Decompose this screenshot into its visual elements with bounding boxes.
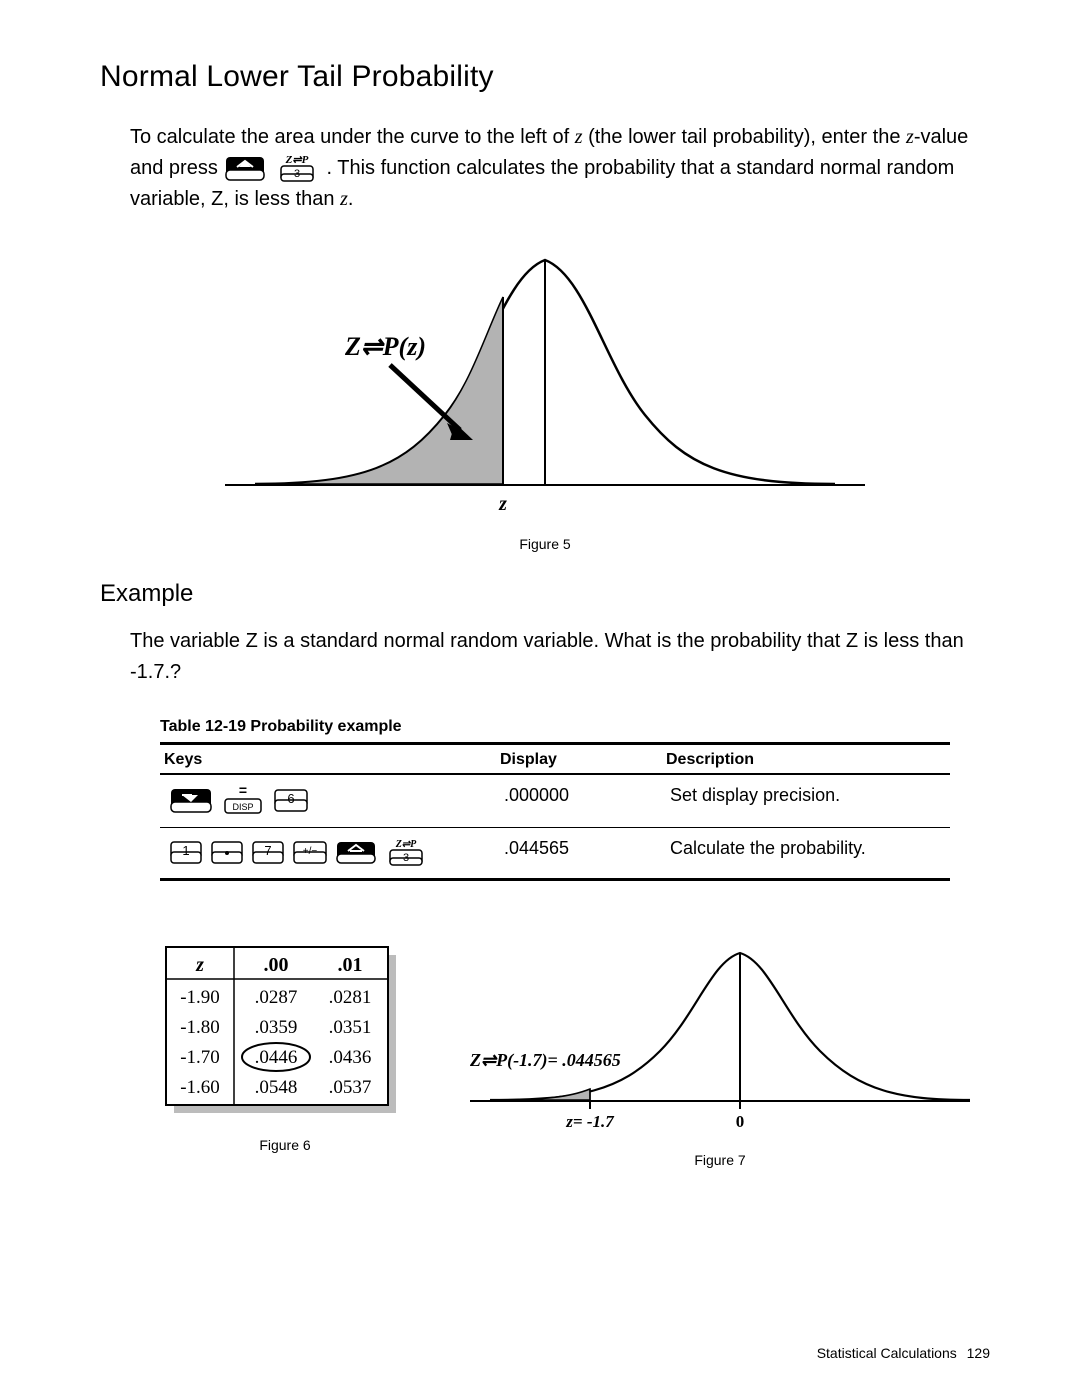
svg-text:.0287: .0287 bbox=[255, 987, 298, 1008]
display-cell-2: .044565 bbox=[496, 828, 662, 880]
col-keys: Keys bbox=[160, 744, 496, 775]
desc-cell-2: Calculate the probability. bbox=[662, 828, 950, 880]
svg-text:3: 3 bbox=[294, 168, 300, 180]
figure-5: z Z⇌P(z) Figure 5 bbox=[100, 235, 990, 552]
example-heading: Example bbox=[100, 580, 990, 608]
z-axis-label: z bbox=[498, 493, 507, 515]
page-title: Normal Lower Tail Probability bbox=[100, 60, 990, 94]
example-text: The variable Z is a standard normal rand… bbox=[130, 626, 990, 688]
num-dot-key-icon bbox=[211, 841, 243, 865]
svg-text:.0548: .0548 bbox=[255, 1077, 298, 1098]
num-1-key-icon: 1 bbox=[170, 841, 202, 865]
intro-text-1: To calculate the area under the curve to… bbox=[130, 126, 575, 148]
normal-curve-small: z= -1.7 0 Z⇌P(-1.7)= .044565 bbox=[450, 941, 990, 1141]
page-footer: Statistical Calculations 129 bbox=[817, 1345, 990, 1361]
intro-paragraph: To calculate the area under the curve to… bbox=[130, 122, 990, 215]
svg-text:DISP: DISP bbox=[233, 802, 254, 812]
svg-text:1: 1 bbox=[182, 843, 189, 858]
svg-text:Z⇌P: Z⇌P bbox=[395, 839, 417, 850]
shift-up-key-icon bbox=[336, 841, 376, 865]
table-row: = DISP 6 .000000 Set display precision. bbox=[160, 774, 950, 828]
ztable-hdr-01: .01 bbox=[338, 954, 363, 976]
svg-text:7: 7 bbox=[264, 843, 271, 858]
svg-text:-1.70: -1.70 bbox=[180, 1047, 220, 1068]
zp-key-icon: Z⇌P 3 bbox=[275, 154, 319, 184]
plus-minus-key-icon: +/− bbox=[293, 841, 327, 865]
col-display: Display bbox=[496, 744, 662, 775]
curve-label: Z⇌P(z) bbox=[344, 332, 426, 361]
svg-text:.0351: .0351 bbox=[329, 1017, 372, 1038]
figure-6: z .00 .01 -1.90 .0287 .0281 -1.80 .0359 .035… bbox=[160, 941, 410, 1153]
svg-text:3: 3 bbox=[403, 852, 409, 864]
curve-result-label: Z⇌P(-1.7)= .044565 bbox=[469, 1050, 621, 1071]
zp-key-icon: Z⇌P 3 bbox=[385, 838, 427, 868]
footer-page-number: 129 bbox=[967, 1345, 990, 1361]
svg-text:Z⇌P: Z⇌P bbox=[285, 154, 309, 166]
display-cell-1: .000000 bbox=[496, 774, 662, 828]
svg-text:.0537: .0537 bbox=[329, 1077, 372, 1098]
shift-up-key-icon bbox=[225, 156, 265, 182]
disp-key-icon: = DISP bbox=[221, 785, 265, 817]
table-caption: Table 12-19 Probability example bbox=[160, 718, 990, 736]
z-table-excerpt: z .00 .01 -1.90 .0287 .0281 -1.80 .0359 .035… bbox=[160, 941, 410, 1126]
desc-cell-1: Set display precision. bbox=[662, 774, 950, 828]
keys-cell-2: 1 7 +/− Z⇌P 3 bbox=[160, 828, 496, 880]
figure-6-caption: Figure 6 bbox=[160, 1137, 410, 1153]
keys-cell-1: = DISP 6 bbox=[160, 774, 496, 828]
intro-text-5: . bbox=[348, 188, 354, 210]
svg-text:-1.90: -1.90 bbox=[180, 987, 220, 1008]
num-6-key-icon: 6 bbox=[274, 789, 308, 813]
svg-text:.0436: .0436 bbox=[329, 1047, 372, 1068]
svg-text:=: = bbox=[239, 785, 247, 798]
intro-z-3: z bbox=[340, 188, 348, 210]
svg-text:.0359: .0359 bbox=[255, 1017, 298, 1038]
z-tick-label: z= -1.7 bbox=[565, 1112, 615, 1131]
svg-text:-1.80: -1.80 bbox=[180, 1017, 220, 1038]
figure-7-caption: Figure 7 bbox=[450, 1152, 990, 1168]
col-description: Description bbox=[662, 744, 950, 775]
svg-text:6: 6 bbox=[287, 791, 294, 806]
num-7-key-icon: 7 bbox=[252, 841, 284, 865]
svg-text:+/−: +/− bbox=[303, 846, 318, 857]
svg-text:-1.60: -1.60 bbox=[180, 1077, 220, 1098]
ztable-hdr-00: .00 bbox=[264, 954, 289, 976]
svg-text:.0281: .0281 bbox=[329, 987, 372, 1008]
svg-text:.0446: .0446 bbox=[255, 1047, 298, 1068]
zero-tick-label: 0 bbox=[736, 1112, 745, 1131]
table-row: 1 7 +/− Z⇌P 3 .044565 Calcu bbox=[160, 828, 950, 880]
ztable-hdr-z: z bbox=[195, 954, 204, 976]
intro-text-2: (the lower tail probability), enter the bbox=[583, 126, 907, 148]
normal-curve-diagram: z Z⇌P(z) bbox=[205, 235, 885, 525]
footer-section: Statistical Calculations bbox=[817, 1345, 957, 1361]
probability-table: Keys Display Description = DISP bbox=[160, 742, 950, 881]
intro-z-1: z bbox=[575, 126, 583, 148]
intro-z-2: z bbox=[906, 126, 914, 148]
figure-5-caption: Figure 5 bbox=[100, 536, 990, 552]
shift-down-key-icon bbox=[170, 788, 212, 814]
figure-7: z= -1.7 0 Z⇌P(-1.7)= .044565 Figure 7 bbox=[450, 941, 990, 1168]
